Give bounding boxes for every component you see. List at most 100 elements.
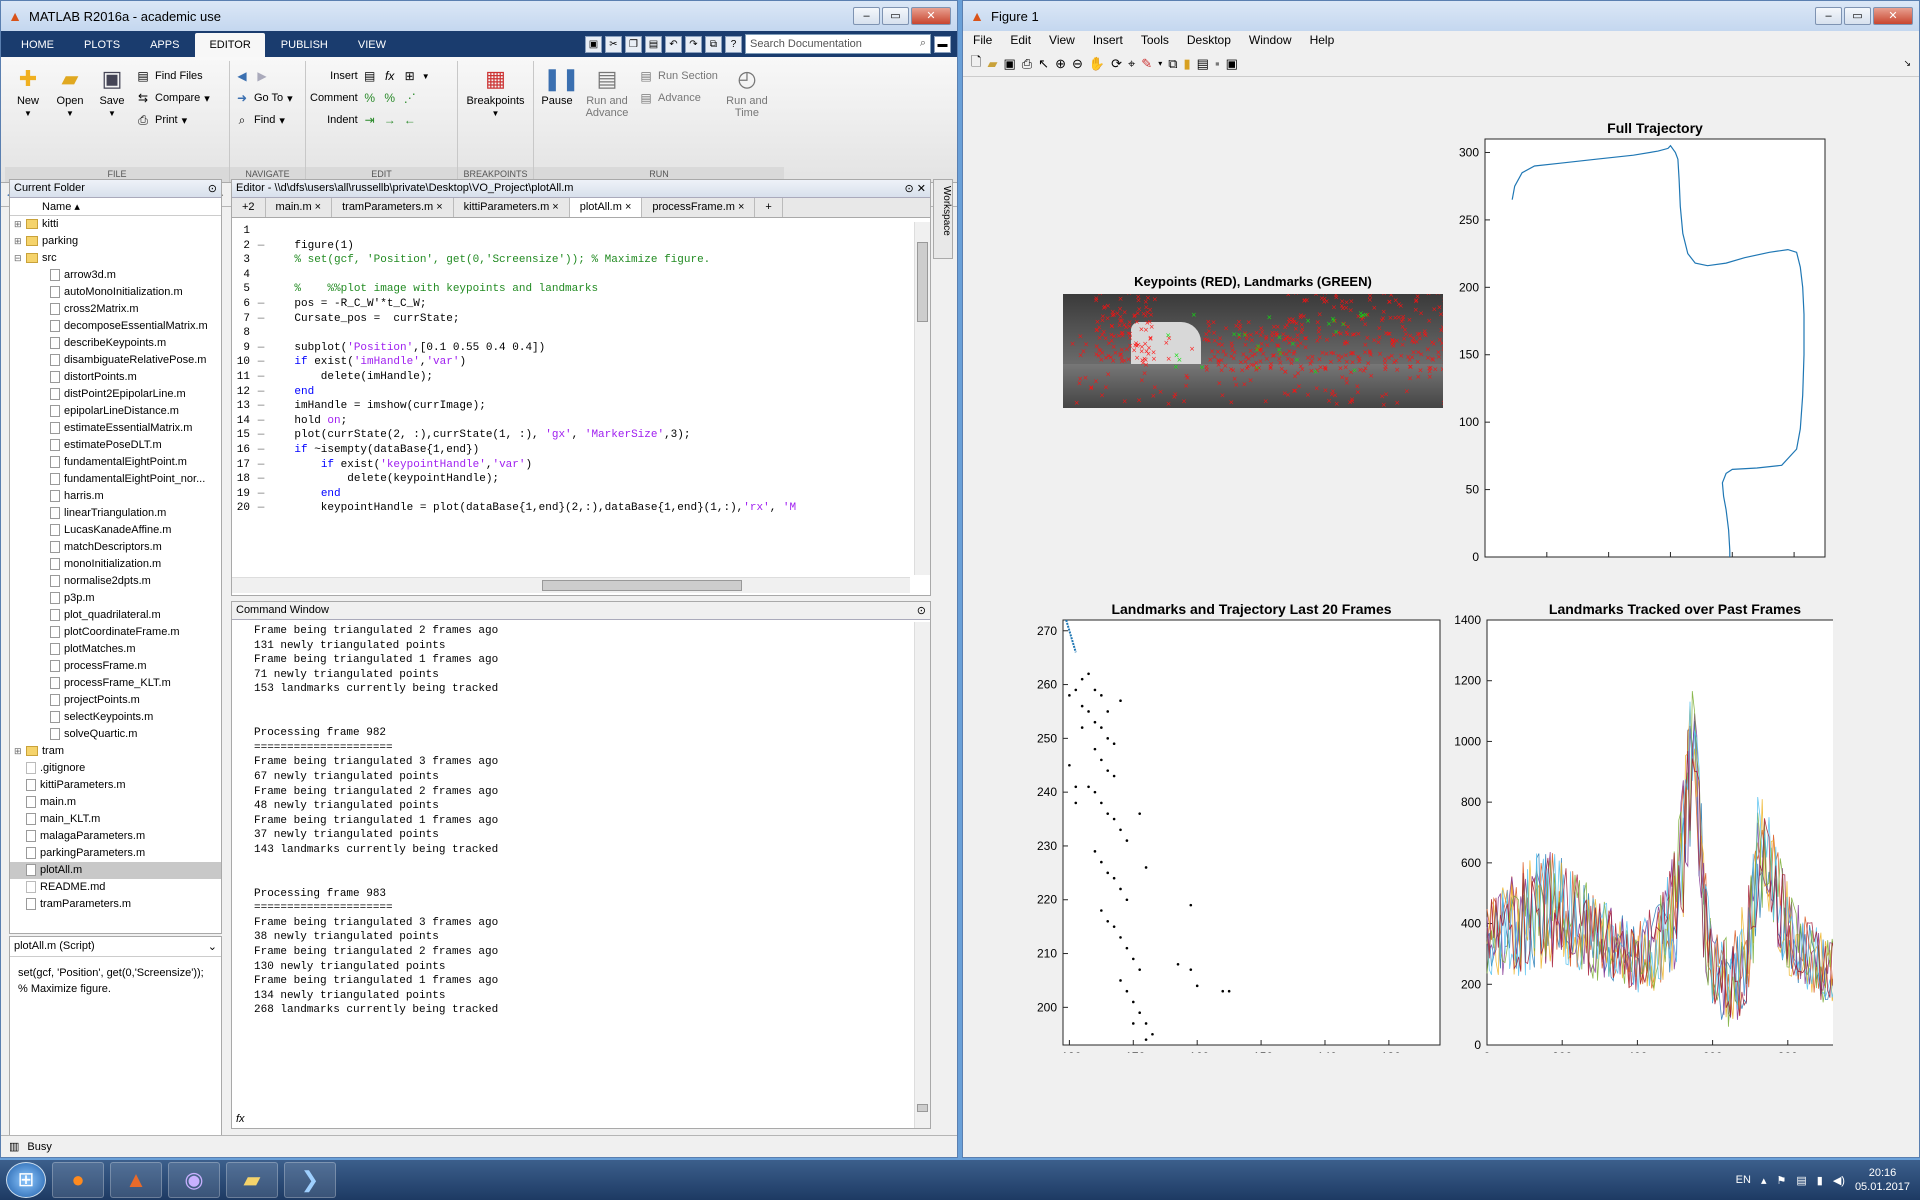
folder-list-item[interactable]: ⊟ src <box>10 250 221 267</box>
editor-hscroll[interactable] <box>232 577 910 593</box>
save-figure-icon[interactable]: ▣ <box>1003 55 1016 71</box>
matlab-taskbar-icon[interactable]: ▲ <box>110 1162 162 1198</box>
folder-list-item[interactable]: projectPoints.m <box>10 692 221 709</box>
figure-menu-desktop[interactable]: Desktop <box>1186 33 1231 47</box>
breakpoint-marker[interactable]: — <box>257 356 265 369</box>
rotate-icon[interactable]: ⟳ <box>1111 55 1122 71</box>
editor-tab[interactable]: tramParameters.m × <box>332 198 454 217</box>
breakpoint-marker[interactable] <box>254 224 268 239</box>
tree-toggle-icon[interactable]: ⊟ <box>14 253 22 263</box>
print-figure-icon[interactable]: ⎙ <box>1021 55 1033 71</box>
breakpoint-marker[interactable] <box>254 268 268 283</box>
folder-list-item[interactable]: .gitignore <box>10 760 221 777</box>
folder-list-item[interactable]: matchDescriptors.m <box>10 539 221 556</box>
quick-switch-icon[interactable]: ⧉ <box>705 35 722 53</box>
folder-list-item[interactable]: harris.m <box>10 488 221 505</box>
folder-list-item[interactable]: selectKeypoints.m <box>10 709 221 726</box>
legend-icon[interactable]: ▤ <box>1196 55 1209 71</box>
breakpoint-marker[interactable]: — <box>257 473 265 486</box>
folder-list-item[interactable]: estimatePoseDLT.m <box>10 437 221 454</box>
folder-list-item[interactable]: plotAll.m <box>10 862 221 879</box>
volume-icon[interactable]: ◀) <box>1832 1174 1845 1187</box>
figure-menu-view[interactable]: View <box>1049 33 1075 47</box>
help-icon[interactable]: ? <box>725 35 742 53</box>
minimize-button[interactable]: – <box>853 7 880 25</box>
folder-list-item[interactable]: plot_quadrilateral.m <box>10 607 221 624</box>
tab-close-icon[interactable]: × <box>621 201 632 213</box>
folder-list-item[interactable]: kittiParameters.m <box>10 777 221 794</box>
github-taskbar-icon[interactable]: ◉ <box>168 1162 220 1198</box>
figure-menu-window[interactable]: Window <box>1248 33 1292 47</box>
quick-paste-icon[interactable]: ▤ <box>645 35 662 53</box>
uncomment-icon[interactable]: % <box>384 91 396 105</box>
tree-toggle-icon[interactable]: ⊞ <box>14 219 22 229</box>
wrap-comment-icon[interactable]: ⋰ <box>403 91 416 105</box>
find-files-button[interactable]: ▤ Find Files <box>135 67 210 85</box>
folder-list-item[interactable]: cross2Matrix.m <box>10 301 221 318</box>
tab-home[interactable]: HOME <box>21 39 54 51</box>
folder-list-item[interactable]: plotMatches.m <box>10 641 221 658</box>
details-toggle-icon[interactable]: ⌄ <box>207 941 217 953</box>
tab-close-icon[interactable]: × <box>311 201 322 213</box>
tab-view[interactable]: VIEW <box>357 39 386 51</box>
figure-titlebar[interactable]: ▲ Figure 1 – ▭ ✕ <box>963 1 1919 31</box>
code-area[interactable]: 1 2— figure(1) 3 % set(gcf, 'Position', ge… <box>232 222 910 575</box>
breakpoint-marker[interactable]: — <box>257 429 265 442</box>
breakpoint-marker[interactable]: — <box>257 385 265 398</box>
insert-section-icon[interactable]: ▤ <box>364 69 376 83</box>
figure-menu-tools[interactable]: Tools <box>1140 33 1169 47</box>
breakpoint-marker[interactable]: — <box>257 458 265 471</box>
tray-expand-icon[interactable]: ▴ <box>1760 1174 1767 1187</box>
folder-list-item[interactable]: decomposeEssentialMatrix.m <box>10 318 221 335</box>
folder-list-item[interactable]: ⊞ tram <box>10 743 221 760</box>
folder-list-item[interactable]: distortPoints.m <box>10 369 221 386</box>
data-cursor-icon[interactable]: ⌖ <box>1127 55 1136 71</box>
power-icon[interactable]: ▮ <box>1816 1174 1823 1187</box>
go-to-button[interactable]: ➜ Go To ▾ <box>234 89 293 107</box>
folder-list-item[interactable]: estimateEssentialMatrix.m <box>10 420 221 437</box>
brush-dropdown-icon[interactable]: ▾ <box>1158 59 1163 68</box>
folder-list-item[interactable]: epipolarLineDistance.m <box>10 403 221 420</box>
folder-list-item[interactable]: tramParameters.m <box>10 896 221 913</box>
folder-list-item[interactable]: fundamentalEightPoint.m <box>10 454 221 471</box>
breakpoint-marker[interactable]: — <box>257 239 265 252</box>
breakpoint-marker[interactable]: — <box>257 400 265 413</box>
command-vscroll[interactable] <box>914 622 930 1128</box>
show-plot-tools-icon[interactable]: ▣ <box>1225 55 1238 71</box>
save-button[interactable]: ▣ Save ▼ <box>99 66 125 118</box>
run-section-button[interactable]: ▤ Run Section <box>638 67 718 85</box>
zoom-in-icon[interactable]: ⊕ <box>1055 55 1066 71</box>
folder-list-item[interactable]: arrow3d.m <box>10 267 221 284</box>
breakpoint-marker[interactable]: — <box>257 312 265 325</box>
quick-redo-icon[interactable]: ↷ <box>685 35 702 53</box>
colorbar-icon[interactable]: ▮ <box>1183 55 1191 71</box>
breakpoint-marker[interactable]: — <box>257 414 265 427</box>
hide-plot-tools-icon[interactable]: ▪ <box>1214 56 1220 71</box>
tree-toggle-icon[interactable]: ⊞ <box>14 236 22 246</box>
close-button[interactable]: ✕ <box>911 7 951 25</box>
compare-button[interactable]: ⇆ Compare ▾ <box>135 89 210 107</box>
run-and-time-button[interactable]: ◴ Run and Time <box>726 66 768 119</box>
pointer-icon[interactable]: ↖ <box>1038 55 1050 71</box>
quick-save-icon[interactable]: ▣ <box>585 35 602 53</box>
folder-list-item[interactable]: ⊞ parking <box>10 233 221 250</box>
powershell-taskbar-icon[interactable]: ❯ <box>284 1162 336 1198</box>
fx-icon[interactable]: fx <box>385 69 395 83</box>
folder-list-item[interactable]: distPoint2EpipolarLine.m <box>10 386 221 403</box>
folder-list-item[interactable]: monoInitialization.m <box>10 556 221 573</box>
workspace-sidetab[interactable]: Workspace <box>933 179 953 259</box>
breakpoints-button[interactable]: ▦ Breakpoints ▼ <box>466 66 525 118</box>
folder-list-item[interactable]: processFrame.m <box>10 658 221 675</box>
advance-button[interactable]: ▤ Advance <box>638 89 718 107</box>
breakpoint-marker[interactable]: — <box>257 502 265 515</box>
folder-list-item[interactable]: plotCoordinateFrame.m <box>10 624 221 641</box>
new-figure-icon[interactable]: 🗋 <box>971 53 982 69</box>
brush-icon[interactable]: ✎ <box>1141 55 1153 71</box>
new-button[interactable]: ✚ New ▼ <box>9 61 47 167</box>
editor-tab[interactable]: plotAll.m × <box>569 198 643 217</box>
folder-list-item[interactable]: disambiguateRelativePose.m <box>10 352 221 369</box>
tab-close-icon[interactable]: × <box>433 201 443 213</box>
maximize-button[interactable]: ▭ <box>882 7 909 25</box>
breakpoint-marker[interactable]: — <box>257 487 265 500</box>
folder-list-item[interactable]: main_KLT.m <box>10 811 221 828</box>
